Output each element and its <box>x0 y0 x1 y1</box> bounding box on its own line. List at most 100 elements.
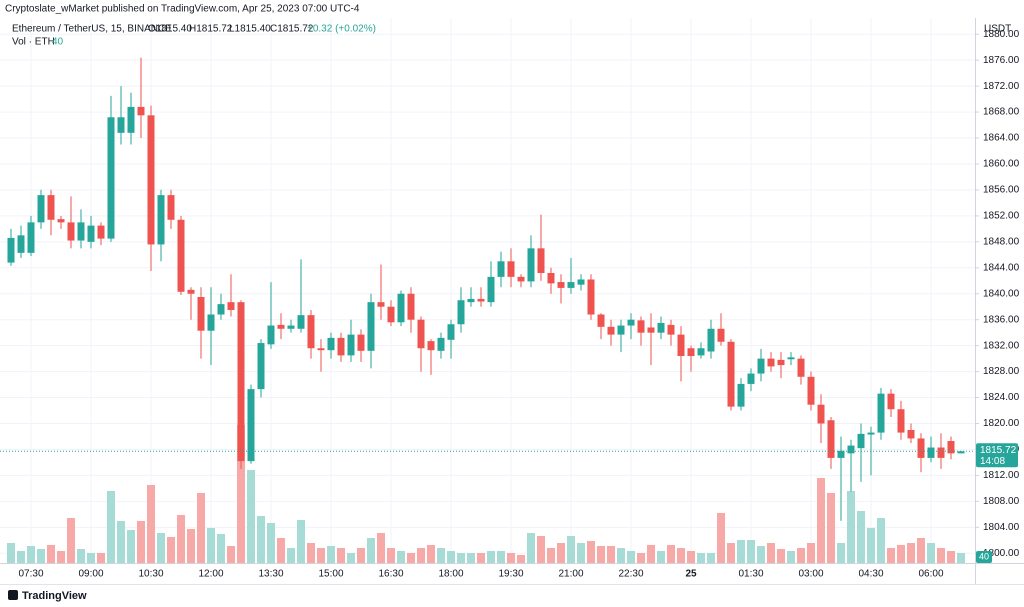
volume-bar <box>807 543 815 563</box>
candle-body <box>187 289 195 294</box>
candle-body <box>927 447 935 458</box>
volume-bar <box>77 549 85 563</box>
volume-bar <box>147 485 155 563</box>
candle-body <box>37 195 45 223</box>
volume-bar <box>627 551 635 563</box>
candle-body <box>167 195 175 220</box>
volume-bar <box>187 529 195 563</box>
volume-bar <box>517 555 525 563</box>
x-tick-label: 10:30 <box>138 569 163 580</box>
candle-body <box>787 357 795 360</box>
candle-body <box>17 235 25 253</box>
volume-bar <box>347 553 355 563</box>
volume-bar <box>567 536 575 563</box>
candle-body <box>417 319 425 349</box>
volume-bar <box>877 518 885 563</box>
y-tick-label: 1808.00 <box>983 496 1020 507</box>
volume-bar <box>687 551 695 563</box>
y-tick-label: 1872.00 <box>983 81 1020 92</box>
volume-bar <box>577 543 585 563</box>
candle-body <box>517 276 525 282</box>
y-tick-label: 1820.00 <box>983 418 1020 429</box>
volume-bar <box>117 521 125 563</box>
volume-bar <box>267 523 275 563</box>
volume-bar <box>57 551 65 563</box>
candle-body <box>897 409 905 433</box>
volume-bar <box>457 553 465 563</box>
candle-body <box>817 404 825 424</box>
candle-body <box>357 334 365 351</box>
candle-body <box>597 314 605 327</box>
y-tick-label: 1840.00 <box>983 288 1020 299</box>
candle-body <box>377 302 385 307</box>
volume-bar <box>257 516 265 563</box>
volume-bar <box>867 528 875 563</box>
volume-bar <box>167 537 175 563</box>
x-tick-label: 19:30 <box>498 569 523 580</box>
candle-body <box>217 304 225 315</box>
candle-body <box>807 376 815 405</box>
x-tick-label: 22:30 <box>618 569 643 580</box>
close-legend: C1815.72 <box>270 24 314 35</box>
volume-legend-value: 40 <box>52 37 64 48</box>
volume-bar <box>417 548 425 563</box>
candle-body <box>327 337 335 351</box>
symbol-legend[interactable]: Ethereum / TetherUS, 15, BINANCE <box>12 24 172 35</box>
volume-bar <box>227 546 235 563</box>
candle-body <box>247 389 255 462</box>
y-tick-label: 1844.00 <box>983 262 1020 273</box>
candle-body <box>637 320 645 333</box>
candle-body <box>387 306 395 323</box>
candle-body <box>947 441 955 454</box>
volume-bar <box>737 540 745 563</box>
volume-bar <box>677 548 685 563</box>
volume-bar <box>927 543 935 563</box>
candle-body <box>77 222 85 241</box>
candle-body <box>527 248 535 282</box>
candle-body <box>107 117 115 239</box>
candle-body <box>667 324 675 335</box>
logo-icon <box>8 590 18 600</box>
volume-bar <box>717 513 725 563</box>
volume-bar <box>197 493 205 563</box>
candle-layer <box>7 57 965 521</box>
footer-logo[interactable]: TradingView <box>8 590 87 602</box>
volume-bar <box>367 538 375 563</box>
volume-bar <box>97 553 105 563</box>
volume-bar <box>327 546 335 563</box>
volume-bar <box>827 493 835 563</box>
volume-bar <box>597 546 605 563</box>
y-tick-label: 1876.00 <box>983 55 1020 66</box>
volume-legend[interactable]: Vol · ETH <box>12 37 55 48</box>
volume-bar <box>667 545 675 563</box>
change-legend: +0.32 (+0.02%) <box>307 24 376 35</box>
candle-body <box>457 300 465 325</box>
candle-body <box>277 324 285 329</box>
volume-bar <box>957 553 965 563</box>
last-price-label: 1815.72 <box>980 445 1017 456</box>
volume-bar <box>307 543 315 563</box>
candle-body <box>207 314 215 331</box>
candle-body <box>57 219 65 223</box>
candle-body <box>567 282 575 288</box>
volume-bar <box>287 548 295 563</box>
volume-bar <box>797 548 805 563</box>
low-legend: L1815.40 <box>229 24 271 35</box>
volume-bar <box>947 551 955 563</box>
volume-bar <box>427 545 435 563</box>
candle-body <box>447 324 455 340</box>
x-tick-label: 07:30 <box>18 569 43 580</box>
volume-bar <box>247 470 255 563</box>
candle-body <box>917 438 925 458</box>
volume-bar <box>297 520 305 563</box>
candle-body <box>767 358 775 367</box>
volume-bar <box>277 538 285 563</box>
volume-value-label: 40 <box>979 551 989 561</box>
candle-body <box>317 348 325 351</box>
candle-body <box>7 237 15 263</box>
volume-bar <box>37 549 45 563</box>
x-tick-label: 18:00 <box>438 569 463 580</box>
volume-bar <box>557 543 565 563</box>
y-tick-label: 1868.00 <box>983 107 1020 118</box>
